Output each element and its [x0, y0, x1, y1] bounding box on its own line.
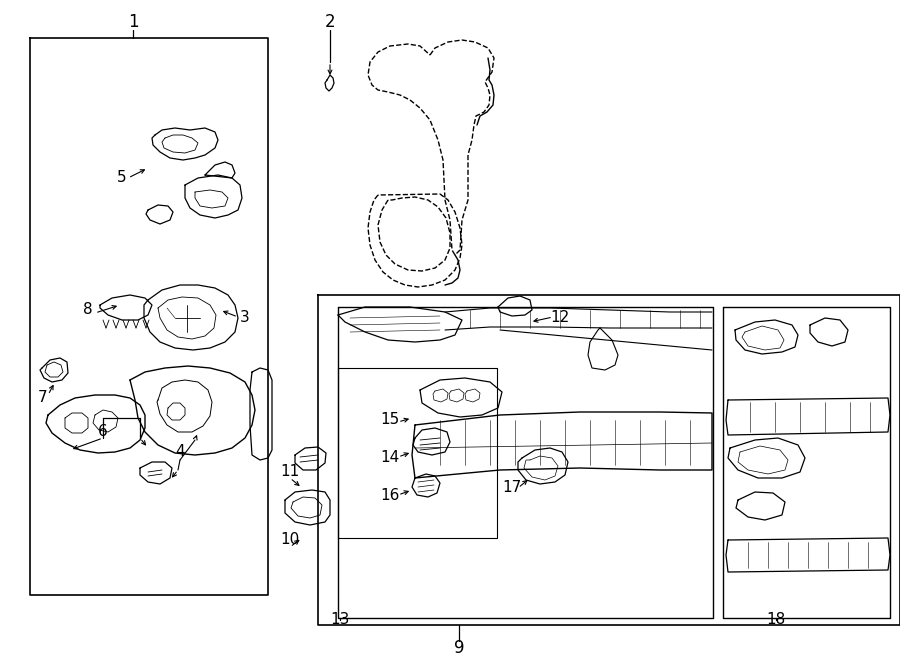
Text: 7: 7 — [38, 391, 48, 405]
Text: 17: 17 — [502, 481, 522, 496]
Text: 1: 1 — [128, 13, 139, 31]
Text: 12: 12 — [551, 309, 570, 325]
Text: 5: 5 — [117, 171, 127, 186]
Text: 11: 11 — [281, 465, 300, 479]
Text: 3: 3 — [240, 309, 250, 325]
Text: 16: 16 — [381, 488, 400, 502]
Text: 9: 9 — [454, 639, 464, 657]
Text: 13: 13 — [330, 613, 350, 627]
Text: 6: 6 — [98, 424, 108, 440]
Text: 4: 4 — [176, 444, 184, 459]
Text: 10: 10 — [281, 533, 300, 547]
Text: 18: 18 — [767, 613, 786, 627]
Text: 14: 14 — [381, 449, 400, 465]
Text: 8: 8 — [83, 303, 93, 317]
Text: 2: 2 — [325, 13, 336, 31]
Text: 15: 15 — [381, 412, 400, 428]
